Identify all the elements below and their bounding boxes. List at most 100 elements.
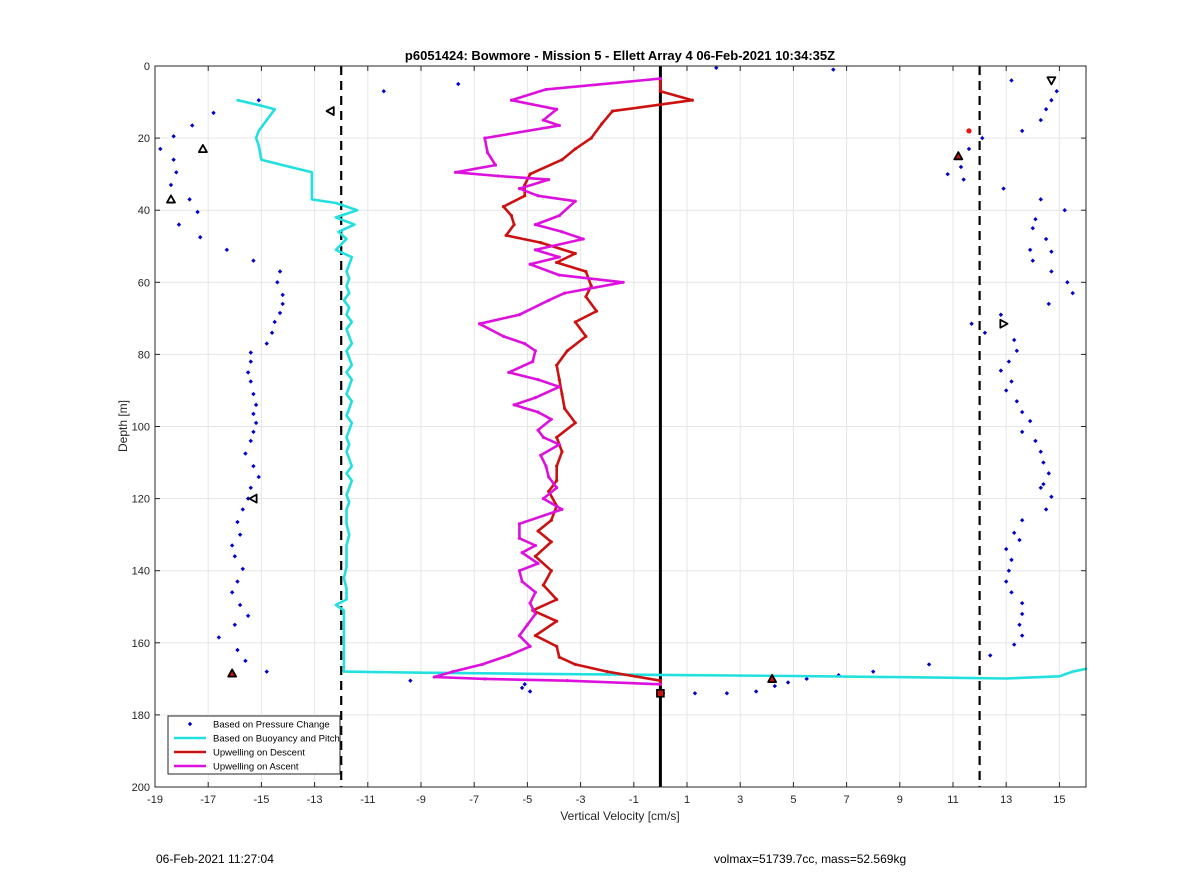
series-vertex — [555, 464, 559, 468]
x-tick-label: 1 — [684, 794, 690, 806]
series-layer — [158, 65, 1088, 696]
x-tick-label: -9 — [416, 794, 426, 806]
data-point — [235, 519, 240, 525]
data-point — [280, 292, 285, 298]
data-point — [158, 146, 163, 152]
series-vertex — [557, 385, 561, 389]
data-point — [195, 209, 200, 215]
data-point — [232, 554, 237, 559]
series-vertex — [658, 89, 663, 93]
data-point — [1004, 579, 1009, 584]
data-point — [275, 280, 280, 285]
data-point — [1019, 600, 1025, 606]
markers-layer — [166, 76, 1057, 698]
series-vertex — [533, 396, 537, 400]
data-point — [240, 507, 245, 512]
data-point — [198, 235, 203, 240]
data-point — [235, 579, 240, 584]
data-point — [522, 682, 527, 687]
data-point — [251, 463, 256, 469]
x-axis-label: Vertical Velocity [cm/s] — [560, 809, 679, 823]
series-vertex — [533, 349, 537, 353]
series-vertex — [573, 251, 577, 256]
series-vertex — [589, 136, 593, 140]
data-point — [1046, 471, 1051, 476]
series-line — [432, 77, 662, 686]
series-vertex — [600, 122, 604, 126]
series-vertex — [536, 410, 540, 414]
series-line — [502, 79, 694, 686]
data-point — [1049, 494, 1054, 499]
series-vertex — [594, 309, 599, 313]
data-point — [251, 391, 256, 397]
data-point — [692, 691, 698, 696]
data-point — [1046, 301, 1051, 307]
data-point — [1054, 89, 1059, 94]
series-vertex — [539, 241, 543, 245]
series-vertex — [539, 453, 543, 457]
data-point — [1049, 98, 1054, 103]
series-vertex — [544, 87, 548, 92]
series-vertex — [555, 619, 559, 623]
y-tick-label: 180 — [132, 710, 150, 722]
series-vertex — [555, 435, 559, 439]
series-vertex — [557, 214, 561, 218]
series-vertex — [517, 522, 522, 526]
y-axis-label: Depth [m] — [116, 400, 130, 452]
data-point — [982, 330, 988, 335]
data-point — [966, 146, 972, 152]
series-vertex — [560, 392, 564, 396]
data-point — [277, 269, 283, 274]
data-point — [1033, 217, 1038, 222]
data-point — [1033, 438, 1038, 444]
data-point — [785, 680, 791, 685]
series-vertex — [560, 450, 564, 454]
y-tick-label: 40 — [138, 205, 150, 217]
triangle-marker — [1046, 76, 1057, 86]
data-point — [998, 312, 1004, 317]
series-vertex — [658, 679, 663, 683]
series-vertex — [536, 194, 540, 198]
series-vertex — [451, 670, 455, 674]
data-point — [1014, 399, 1020, 404]
data-point — [245, 496, 251, 501]
data-point — [961, 177, 966, 182]
y-tick-label: 60 — [138, 277, 150, 289]
legend-swatch — [187, 721, 193, 727]
data-point — [1001, 186, 1006, 191]
series-vertex — [504, 233, 508, 238]
data-point — [248, 485, 253, 490]
series-vertex — [555, 107, 559, 111]
data-point — [251, 411, 256, 417]
y-tick-label: 80 — [138, 349, 150, 361]
series-vertex — [493, 163, 498, 167]
series-vertex — [584, 334, 588, 338]
data-point — [1043, 236, 1049, 242]
series-vertex — [483, 136, 487, 140]
series-vertex — [565, 679, 569, 683]
series-vertex — [485, 150, 490, 155]
data-point — [1019, 409, 1025, 415]
series-vertex — [483, 677, 487, 681]
data-point — [211, 110, 216, 116]
data-point — [176, 222, 182, 227]
series-vertex — [544, 464, 548, 468]
series-vertex — [517, 633, 522, 638]
x-tick-label: -11 — [360, 794, 375, 806]
x-tick-label: 13 — [1000, 794, 1012, 806]
series-vertex — [523, 341, 527, 346]
series-vertex — [507, 653, 511, 658]
data-point — [1004, 388, 1009, 393]
data-point — [1038, 485, 1043, 490]
x-tick-label: 9 — [897, 794, 903, 806]
series-vertex — [547, 298, 551, 302]
data-point — [714, 65, 719, 71]
series-vertex — [573, 421, 577, 425]
series-vertex — [555, 597, 559, 602]
series-vertex — [547, 475, 551, 479]
data-point — [753, 689, 759, 694]
data-point — [1009, 590, 1014, 595]
data-point — [224, 247, 230, 253]
data-point — [272, 319, 277, 325]
red-dot-marker — [966, 128, 972, 134]
